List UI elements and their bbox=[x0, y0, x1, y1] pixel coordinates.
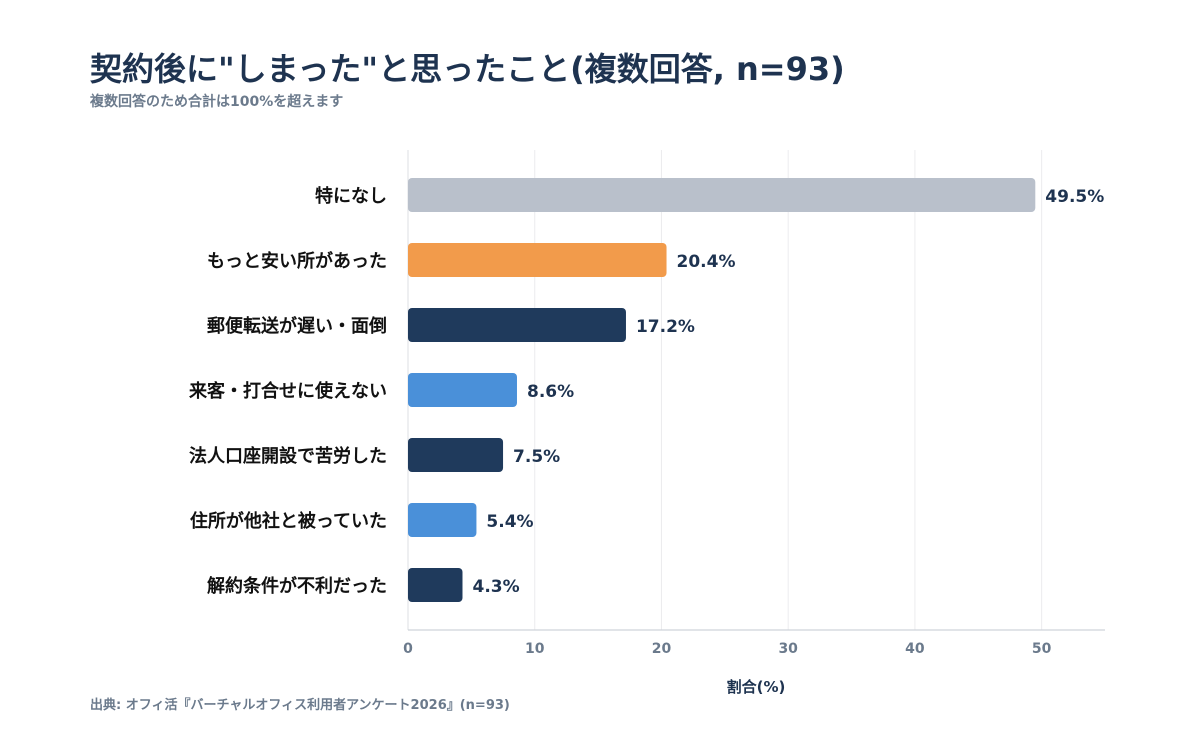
category-label-6: 解約条件が不利だった bbox=[207, 575, 387, 597]
source-note: 出典: オフィ活『バーチャルオフィス利用者アンケート2026』(n=93) bbox=[90, 698, 510, 713]
value-label-5: 5.4% bbox=[486, 512, 533, 532]
x-axis-title: 割合(%) bbox=[727, 678, 786, 696]
chart-subtitle: 複数回答のため合計は100%を超えます bbox=[90, 94, 344, 110]
category-label-1: もっと安い所があった bbox=[207, 250, 387, 272]
chart-title: 契約後に"しまった"と思ったこと(複数回答, n=93) bbox=[90, 50, 845, 88]
value-label-0: 49.5% bbox=[1045, 187, 1104, 207]
x-tick-label-50: 50 bbox=[1032, 641, 1052, 657]
x-tick-label-30: 30 bbox=[778, 641, 798, 657]
bar-5 bbox=[408, 503, 477, 537]
category-label-5: 住所が他社と被っていた bbox=[190, 510, 387, 532]
value-label-1: 20.4% bbox=[677, 252, 736, 272]
category-label-0: 特になし bbox=[315, 185, 387, 207]
x-tick-label-10: 10 bbox=[525, 641, 545, 657]
x-tick-label-40: 40 bbox=[905, 641, 925, 657]
bar-3 bbox=[408, 373, 517, 407]
value-label-2: 17.2% bbox=[636, 317, 695, 337]
value-label-6: 4.3% bbox=[472, 577, 519, 597]
x-tick-label-20: 20 bbox=[652, 641, 672, 657]
bar-4 bbox=[408, 438, 504, 472]
category-label-4: 法人口座開設で苦労した bbox=[189, 445, 387, 467]
bar-1 bbox=[408, 243, 667, 277]
bar-2 bbox=[408, 308, 626, 342]
value-label-3: 8.6% bbox=[527, 382, 574, 402]
bar-6 bbox=[408, 568, 463, 602]
category-label-3: 来客・打合せに使えない bbox=[188, 380, 387, 402]
x-tick-label-0: 0 bbox=[403, 641, 413, 657]
category-label-2: 郵便転送が遅い・面倒 bbox=[207, 315, 387, 337]
bar-0 bbox=[408, 178, 1036, 212]
value-label-4: 7.5% bbox=[513, 447, 560, 467]
